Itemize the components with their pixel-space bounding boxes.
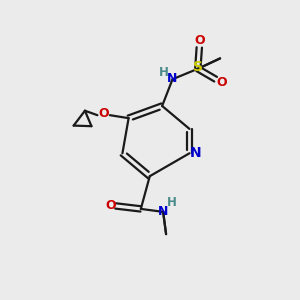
Text: N: N bbox=[167, 72, 177, 85]
Text: H: H bbox=[159, 66, 169, 79]
Text: O: O bbox=[194, 34, 205, 47]
Text: O: O bbox=[217, 76, 227, 89]
Text: O: O bbox=[105, 200, 116, 212]
Text: N: N bbox=[158, 205, 168, 218]
Text: S: S bbox=[193, 60, 203, 74]
Text: H: H bbox=[167, 196, 176, 209]
Text: N: N bbox=[190, 146, 202, 160]
Text: O: O bbox=[98, 107, 109, 120]
